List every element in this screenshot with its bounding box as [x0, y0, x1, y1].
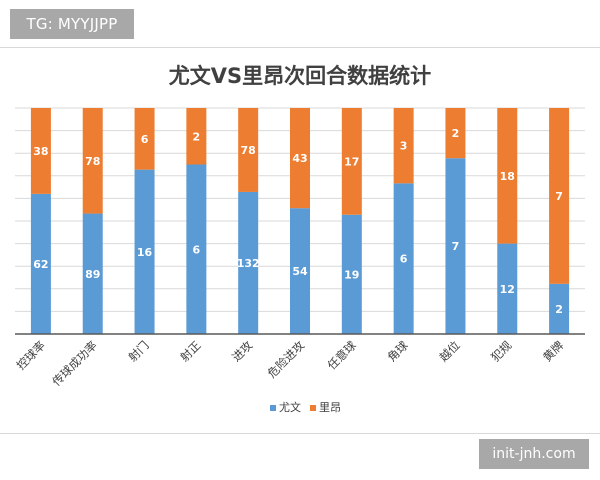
- data-label-series2-7: 3: [400, 140, 408, 153]
- data-label-series2-9: 18: [500, 170, 515, 183]
- data-label-series2-6: 17: [344, 155, 359, 168]
- watermark-top-left: TG: MYYJJPP: [10, 9, 134, 39]
- data-label-series2-2: 6: [141, 133, 149, 146]
- bar-series1-2: [134, 169, 155, 334]
- bar-series1-1: [82, 213, 103, 334]
- bar-series1-4: [238, 191, 259, 334]
- category-label-4: 进攻: [229, 338, 256, 365]
- legend-label-0: 尤文: [279, 400, 301, 414]
- bar-series2-0: [30, 108, 51, 194]
- legend-swatch-1: [310, 405, 316, 411]
- category-label-6: 任意球: [325, 338, 360, 373]
- data-label-series2-1: 78: [85, 155, 100, 168]
- bar-series2-1: [82, 108, 103, 214]
- data-label-series2-5: 43: [292, 152, 307, 165]
- bar-series2-3: [186, 108, 207, 165]
- data-label-series1-7: 6: [400, 253, 408, 266]
- data-label-series1-8: 7: [452, 240, 460, 253]
- legend-swatch-0: [270, 405, 276, 411]
- data-label-series1-6: 19: [344, 268, 359, 281]
- data-label-series1-4: 132: [237, 257, 260, 270]
- data-label-series1-3: 6: [193, 243, 201, 256]
- category-label-1: 传球成功率: [49, 338, 100, 389]
- bar-series2-5: [290, 108, 310, 209]
- watermark-bottom-right: init-jnh.com: [479, 439, 589, 469]
- chart-title: 尤文VS里昂次回合数据统计: [169, 64, 431, 88]
- category-label-2: 射门: [126, 338, 152, 364]
- data-label-series1-5: 54: [292, 265, 308, 278]
- data-label-series1-2: 16: [137, 246, 153, 259]
- category-label-8: 越位: [436, 338, 462, 364]
- legend-label-1: 里昂: [319, 401, 341, 414]
- data-label-series1-9: 12: [500, 283, 515, 296]
- data-label-series2-4: 78: [241, 144, 256, 157]
- category-label-5: 危险进攻: [265, 338, 308, 381]
- bar-series1-7: [393, 183, 414, 334]
- category-label-10: 黄牌: [540, 338, 566, 364]
- data-label-series1-1: 89: [85, 268, 100, 281]
- bar-series1-9: [497, 243, 518, 334]
- bar-series1-10: [549, 283, 570, 334]
- bar-series1-5: [290, 208, 310, 334]
- category-label-9: 犯规: [488, 338, 515, 365]
- bar-series1-0: [30, 193, 51, 334]
- bar-series1-6: [341, 214, 362, 334]
- bar-series1-8: [445, 158, 466, 334]
- data-label-series1-0: 62: [33, 258, 48, 271]
- bar-series2-10: [549, 108, 570, 284]
- data-label-series2-10: 7: [555, 190, 563, 203]
- category-label-7: 角球: [385, 338, 412, 365]
- bar-series2-9: [497, 108, 518, 244]
- data-label-series2-0: 38: [33, 145, 48, 158]
- bar-series2-2: [134, 108, 155, 170]
- category-label-3: 射正: [177, 338, 203, 364]
- data-label-series2-3: 2: [193, 130, 201, 143]
- bar-series2-7: [393, 108, 414, 184]
- data-label-series1-10: 2: [555, 303, 563, 316]
- bar-series1-3: [186, 164, 207, 334]
- category-label-0: 控球率: [14, 338, 48, 372]
- data-label-series2-8: 2: [452, 127, 460, 140]
- bar-series2-6: [341, 108, 362, 215]
- bar-series2-4: [238, 108, 259, 192]
- bar-series2-8: [445, 108, 466, 159]
